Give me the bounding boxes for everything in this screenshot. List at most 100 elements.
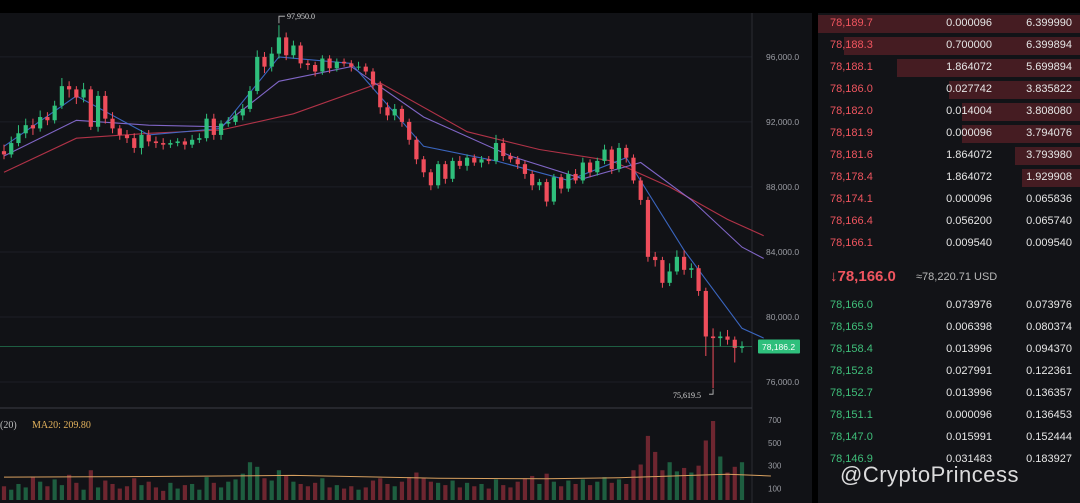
candle-body	[320, 58, 325, 72]
volume-bar	[580, 479, 585, 500]
ask-row[interactable]: 78,182.0 0.014004 3.808080	[818, 101, 1080, 123]
volume-bar	[660, 470, 665, 500]
volume-bar	[269, 480, 274, 500]
candle-body	[710, 336, 716, 339]
candle-body	[645, 199, 651, 257]
ask-amount: 0.027742	[946, 83, 992, 95]
candle-body	[609, 149, 614, 170]
candle-body	[38, 117, 43, 129]
bid-amount: 0.013996	[946, 387, 992, 399]
bid-row[interactable]: 78,166.0 0.073976 0.073976	[818, 295, 1080, 317]
volume-tick-label: 300	[768, 462, 782, 471]
ask-row[interactable]: 78,181.6 1.864072 3.793980	[818, 145, 1080, 167]
candle-body	[515, 159, 520, 165]
candle-body	[110, 118, 115, 129]
bid-row[interactable]: 78,158.4 0.013996 0.094370	[818, 339, 1080, 361]
volume-bar	[667, 462, 672, 500]
volume-bar	[573, 483, 578, 500]
bid-row[interactable]: 78,146.9 0.031483 0.183927	[818, 449, 1080, 471]
candle-body	[81, 89, 86, 98]
candle-body	[103, 95, 108, 119]
volume-period-label: (20)	[0, 420, 17, 431]
bid-total: 0.122361	[1026, 365, 1072, 377]
volume-bar	[508, 487, 513, 500]
volume-bar	[255, 466, 260, 500]
bid-amount: 0.013996	[946, 343, 992, 355]
volume-bar	[725, 472, 730, 500]
candle-body	[428, 172, 433, 186]
candle-body	[696, 268, 701, 291]
candle-body	[667, 271, 672, 283]
candle-body	[139, 134, 144, 148]
bid-total: 0.152444	[1026, 431, 1072, 443]
volume-bar	[284, 475, 289, 500]
candle-body	[327, 58, 332, 69]
volume-bar	[16, 483, 21, 500]
candle-body	[313, 65, 318, 72]
volume-bar	[175, 488, 180, 500]
ask-amount: 1.864072	[946, 149, 992, 161]
ask-row[interactable]: 78,181.9 0.000096 3.794076	[818, 123, 1080, 145]
bid-row[interactable]: 78,152.8 0.027991 0.122361	[818, 361, 1080, 383]
ask-amount: 0.056200	[946, 215, 992, 227]
volume-bar	[595, 481, 600, 500]
bid-row[interactable]: 78,152.7 0.013996 0.136357	[818, 383, 1080, 405]
candle-body	[580, 162, 585, 181]
volume-bar	[204, 477, 209, 500]
candle-body	[414, 139, 419, 160]
ask-price: 78,186.0	[830, 83, 873, 95]
ask-total: 5.699894	[1026, 61, 1072, 73]
price-chart[interactable]: 96,000.0 92,000.0 88,000.0 84,000.0 80,000.0…	[0, 13, 812, 503]
ask-amount: 0.700000	[946, 39, 992, 51]
ask-total: 0.065740	[1026, 215, 1072, 227]
bid-total: 0.183927	[1026, 453, 1072, 465]
ask-row[interactable]: 78,188.1 1.864072 5.699894	[818, 57, 1080, 79]
volume-bar	[414, 472, 419, 500]
candle-body	[378, 84, 383, 108]
ask-price: 78,174.1	[830, 193, 873, 205]
ask-row[interactable]: 78,174.1 0.000096 0.065836	[818, 189, 1080, 211]
candle-body	[23, 125, 28, 134]
volume-bar	[682, 467, 687, 500]
mid-price-usd: ≈78,220.71 USD	[916, 271, 998, 283]
volume-bar	[501, 485, 506, 500]
ask-row[interactable]: 78,166.1 0.009540 0.009540	[818, 233, 1080, 255]
ask-row[interactable]: 78,189.7 0.000096 6.399990	[818, 13, 1080, 35]
volume-bar	[609, 482, 614, 500]
y-tick-label: 88,000.0	[766, 182, 799, 192]
ask-row[interactable]: 78,188.3 0.700000 6.399894	[818, 35, 1080, 57]
y-tick-label: 80,000.0	[766, 312, 799, 322]
volume-bar	[305, 486, 310, 500]
bid-row[interactable]: 78,151.1 0.000096 0.136453	[818, 405, 1080, 427]
ask-row[interactable]: 78,178.4 1.864072 1.929908	[818, 167, 1080, 189]
ask-amount: 1.864072	[946, 61, 992, 73]
bid-amount: 0.006398	[946, 321, 992, 333]
depth-bar	[962, 125, 1080, 143]
bid-price: 78,152.8	[830, 365, 873, 377]
candle-body	[74, 89, 79, 98]
volume-bar	[117, 488, 122, 500]
ask-row[interactable]: 78,186.0 0.027742 3.835822	[818, 79, 1080, 101]
ask-row[interactable]: 78,166.4 0.056200 0.065740	[818, 211, 1080, 233]
volume-bar	[421, 478, 426, 500]
ask-price: 78,178.4	[830, 171, 873, 183]
bid-total: 0.080374	[1026, 321, 1072, 333]
volume-bar	[739, 462, 745, 500]
bid-row[interactable]: 78,165.9 0.006398 0.080374	[818, 317, 1080, 339]
candle-body	[407, 121, 412, 140]
volume-bar	[182, 485, 187, 500]
candle-body	[153, 141, 159, 144]
candle-body	[551, 177, 556, 202]
candle-body	[522, 164, 528, 174]
ask-price: 78,188.1	[830, 61, 873, 73]
candle-body	[399, 108, 405, 122]
bid-price: 78,158.4	[830, 343, 873, 355]
volume-bar	[472, 486, 477, 500]
volume-bar	[45, 486, 50, 500]
chart-panel[interactable]: 96,000.0 92,000.0 88,000.0 84,000.0 80,000.0…	[0, 13, 812, 503]
candle-body	[117, 128, 122, 135]
bid-row[interactable]: 78,147.0 0.015991 0.152444	[818, 427, 1080, 449]
candle-body	[486, 159, 491, 161]
volume-bar	[240, 473, 245, 500]
candle-body	[247, 91, 253, 109]
